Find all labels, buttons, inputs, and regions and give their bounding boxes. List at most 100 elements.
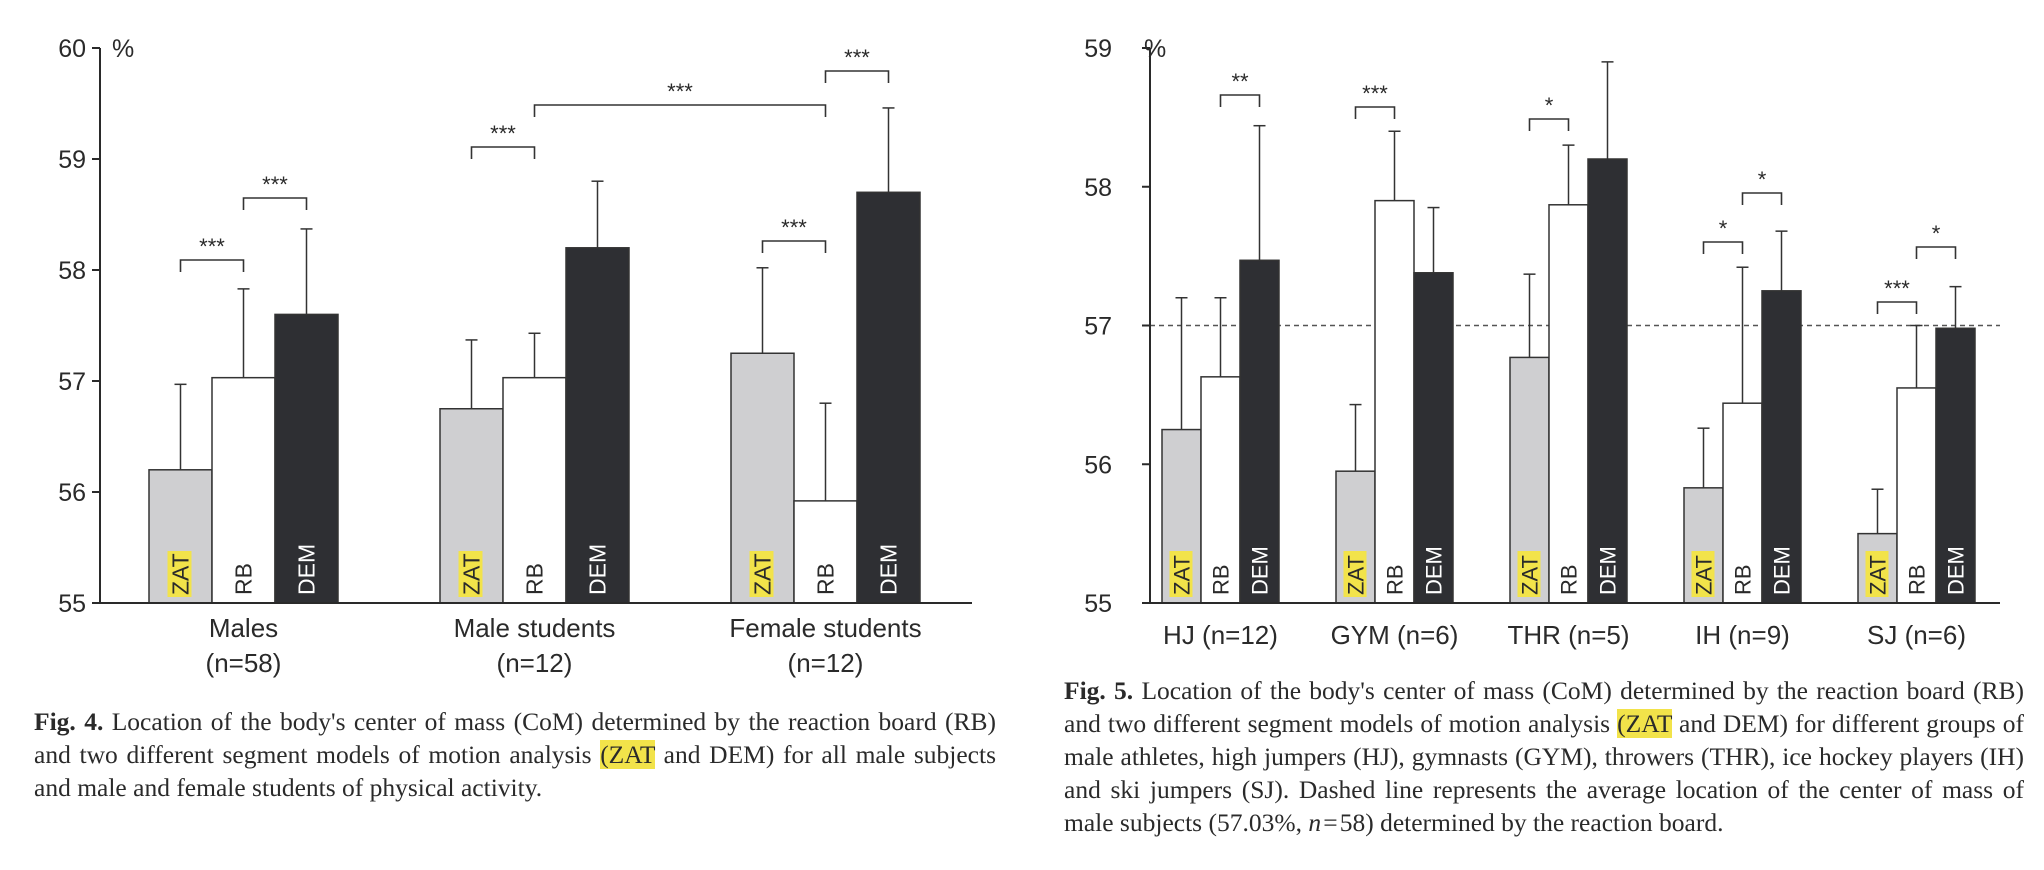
fig4-significance-bracket — [179, 259, 245, 272]
fig4-significance-label: *** — [199, 234, 225, 259]
fig4-significance-label: *** — [781, 215, 807, 240]
fig4-significance-bracket — [761, 240, 827, 253]
fig5-bar-label-highlight — [1517, 551, 1541, 597]
fig5-caption: Fig. 5. Location of the body's center of… — [1064, 674, 2024, 839]
fig5-bar-label-highlight — [1169, 551, 1193, 597]
fig4-caption: Fig. 4. Location of the body's center of… — [34, 705, 996, 804]
fig4-y-tick-label: 55 — [58, 590, 86, 618]
fig5-bar-label-highlight — [1865, 551, 1889, 597]
fig5-bar-rb — [1896, 387, 1937, 604]
fig4-bar-label: RB — [231, 563, 257, 595]
fig4-significance-bracket — [470, 146, 536, 159]
fig5-bar-label: ZAT — [1170, 555, 1195, 595]
fig4-bar-dem — [565, 247, 630, 604]
fig4-caption-text-1: Location of the body's center of mass (C… — [34, 707, 996, 769]
fig4-y-tick-label: 57 — [58, 368, 86, 396]
fig5-bar-dem — [1239, 259, 1280, 604]
fig5-significance-bracket — [1702, 241, 1744, 254]
fig5-y-tick-label: 58 — [1084, 174, 1112, 202]
fig4-bar-label: RB — [522, 563, 548, 595]
fig4-y-tick-label: 59 — [58, 146, 86, 174]
fig5-bar-dem — [1413, 272, 1454, 604]
fig5-significance-label: * — [1758, 167, 1767, 192]
fig5-category-label: SJ (n=6) — [1867, 620, 1966, 650]
fig4-bar-label: DEM — [585, 544, 611, 595]
fig4-bar-dem — [274, 313, 339, 604]
fig4-chart: 55 56 57 58 59 60 % ZAT ZAT ZAT RB RB RB DEM DEM DEM Mal… — [58, 35, 972, 678]
fig4-significance-bracket-span — [533, 104, 827, 117]
fig4-bar-label: ZAT — [168, 553, 194, 595]
fig5-significance-label: *** — [1362, 81, 1388, 106]
fig4-bar-dem — [856, 191, 921, 604]
fig5-y-tick-label: 59 — [1084, 35, 1112, 63]
fig5-bar-label: RB — [1209, 564, 1234, 595]
fig5-unit-label: % — [1144, 35, 1166, 63]
fig4-bar-label: DEM — [876, 544, 902, 595]
fig5-bar-label: RB — [1905, 564, 1930, 595]
fig4-bar-label: DEM — [294, 544, 320, 595]
fig5-bar-label: DEM — [1422, 546, 1447, 595]
fig5-bar-label: ZAT — [1518, 555, 1543, 595]
fig4-bar-rb — [211, 376, 276, 604]
fig5-bar-dem — [1761, 290, 1802, 604]
fig4-bar-label-highlight — [167, 551, 192, 597]
fig5-chart: 55 56 57 58 59 % ZAT ZAT ZAT ZAT ZAT RB RB RB RB RB DEM D… — [1084, 35, 2000, 650]
fig5-bar-label: ZAT — [1692, 555, 1717, 595]
fig4-significance-label: *** — [262, 172, 288, 197]
fig5-caption-text-2: and DEM) for different groups of male at… — [1064, 709, 2025, 837]
fig5-bar-dem — [1935, 327, 1976, 604]
fig5-bar-rb — [1722, 402, 1763, 604]
fig5-bar-label: RB — [1383, 564, 1408, 595]
fig4-bar-label: ZAT — [750, 553, 776, 595]
fig4-caption-text-2: and DEM) for all male subjects and male … — [34, 740, 996, 802]
fig5-category-label: HJ (n=12) — [1163, 620, 1278, 650]
fig5-category-label: IH (n=9) — [1695, 620, 1790, 650]
fig5-caption-n-symbol: n — [1308, 808, 1322, 837]
fig5-bar-label: DEM — [1944, 546, 1969, 595]
fig4-bar-label-highlight — [458, 551, 483, 597]
fig5-bar-dem — [1587, 158, 1628, 604]
fig4-significance-label: *** — [844, 45, 870, 70]
fig5-y-tick-label: 57 — [1084, 313, 1112, 341]
fig5-significance-label: * — [1719, 216, 1728, 241]
fig5-y-tick-label: 56 — [1084, 451, 1112, 479]
fig4-category-label: Males — [209, 613, 278, 643]
fig5-category-label: THR (n=5) — [1507, 620, 1629, 650]
fig4-bar-label: ZAT — [459, 553, 485, 595]
fig5-caption-text-3: = 58) determined by the reaction board. — [1321, 808, 1724, 837]
fig4-significance-bracket — [242, 197, 308, 210]
fig5-significance-label: * — [1932, 221, 1941, 246]
fig5-significance-bracket — [1219, 94, 1261, 107]
fig5-significance-label: ** — [1231, 69, 1249, 94]
fig4-significance-bracket — [824, 70, 890, 83]
fig4-bar-label: RB — [813, 563, 839, 595]
fig5-significance-bracket — [1528, 118, 1570, 131]
fig5-bar-rb — [1374, 199, 1415, 604]
fig5-significance-bracket — [1915, 246, 1957, 259]
fig5-bar-label-highlight — [1343, 551, 1367, 597]
fig5-bar-label: DEM — [1596, 546, 1621, 595]
fig5-significance-label: *** — [1884, 276, 1910, 301]
fig5-bar-rb — [1548, 204, 1589, 604]
fig4-bar-rb — [502, 376, 567, 604]
fig5-significance-bracket — [1741, 192, 1783, 205]
fig4-y-tick-label: 56 — [58, 479, 86, 507]
fig5-bar-label: ZAT — [1344, 555, 1369, 595]
fig5-category-label: GYM (n=6) — [1331, 620, 1459, 650]
fig5-significance-bracket — [1876, 301, 1918, 314]
fig4-significance-label: *** — [667, 79, 693, 104]
fig4-caption-label: Fig. 4. — [34, 707, 104, 736]
fig5-bar-label: RB — [1557, 564, 1582, 595]
fig5-caption-label: Fig. 5. — [1064, 676, 1134, 705]
fig4-bar-rb — [793, 500, 858, 604]
fig5-bar-label: DEM — [1770, 546, 1795, 595]
fig5-caption-highlight: (ZAT — [1617, 709, 1672, 738]
fig4-category-label: Male students — [454, 613, 616, 643]
fig5-y-tick-label: 55 — [1084, 590, 1112, 618]
fig5-significance-label: * — [1545, 93, 1554, 118]
fig5-bar-label: DEM — [1248, 546, 1273, 595]
fig5-significance-bracket — [1354, 106, 1396, 119]
fig5-bar-label: RB — [1731, 564, 1756, 595]
fig4-y-tick-label: 60 — [58, 35, 86, 63]
